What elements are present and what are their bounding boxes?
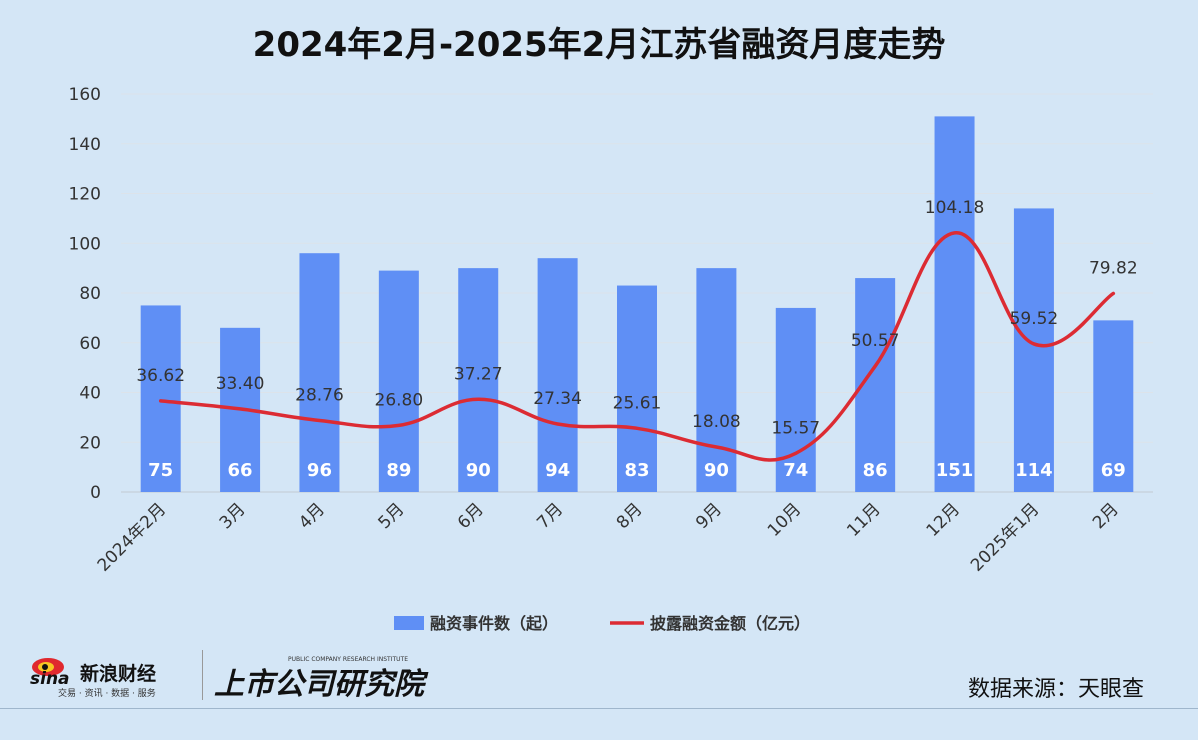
line-data-label: 28.76 <box>295 385 344 405</box>
x-tick-label: 5月 <box>375 499 409 533</box>
x-tick-label: 9月 <box>692 499 726 533</box>
x-tick-label: 11月 <box>843 499 884 540</box>
y-tick-label: 40 <box>79 384 101 404</box>
line-data-label: 27.34 <box>533 389 582 409</box>
x-tick-label: 2024年2月 <box>94 499 170 575</box>
bar <box>537 258 578 492</box>
line-data-label: 33.40 <box>216 374 265 394</box>
bar-data-label: 94 <box>545 460 570 481</box>
line-data-label: 26.80 <box>375 390 424 410</box>
line-data-label: 36.62 <box>136 366 185 386</box>
bar <box>458 268 499 492</box>
footer-divider <box>0 708 1198 709</box>
bar <box>378 270 419 492</box>
bar <box>1013 208 1054 493</box>
legend-label-bar: 融资事件数（起） <box>430 614 558 633</box>
sina-brand: 新浪财经 <box>80 662 156 685</box>
x-axis: 2024年2月 3月 4月 5月 6月 7月 8月 9月 10月 11月 12月 2025年1月 2月 <box>94 499 1123 575</box>
bar <box>775 307 816 492</box>
y-tick-label: 100 <box>69 234 101 254</box>
bar <box>934 116 975 492</box>
y-tick-label: 80 <box>79 284 101 304</box>
bar-data-label: 90 <box>466 460 491 481</box>
x-tick-label: 4月 <box>295 499 329 533</box>
line-data-label: 50.57 <box>851 331 900 351</box>
y-tick-label: 60 <box>79 334 101 354</box>
bar-data-label: 83 <box>624 460 649 481</box>
sina-mark: sina <box>30 669 70 689</box>
line-data-label: 79.82 <box>1089 258 1138 278</box>
y-tick-label: 20 <box>79 433 101 453</box>
data-source: 数据来源：天眼查 <box>968 677 1144 702</box>
x-tick-label: 2月 <box>1089 499 1123 533</box>
y-tick-label: 160 <box>69 85 101 105</box>
bar <box>140 305 181 492</box>
bar <box>696 268 737 492</box>
bar-data-label: 66 <box>228 460 253 481</box>
bar-data-label: 114 <box>1015 460 1053 481</box>
line-data-label: 18.08 <box>692 412 741 432</box>
bar-data-label: 96 <box>307 460 332 481</box>
institute-name: 上市公司研究院 <box>214 667 429 702</box>
institute-en: PUBLIC COMPANY RESEARCH INSTITUTE <box>288 656 408 663</box>
chart-title: 2024年2月-2025年2月江苏省融资月度走势 <box>253 25 946 65</box>
bar <box>1093 320 1134 492</box>
bar-data-label: 90 <box>704 460 729 481</box>
legend: 融资事件数（起） 披露融资金额（亿元） <box>394 614 810 633</box>
bar <box>299 253 340 492</box>
line-data-label: 25.61 <box>613 393 662 413</box>
line-data-label: 15.57 <box>771 418 820 438</box>
bar-data-label: 69 <box>1101 460 1126 481</box>
sina-eye-icon <box>32 658 64 676</box>
line-data-label: 37.27 <box>454 364 503 384</box>
x-tick-label: 2025年1月 <box>967 499 1043 575</box>
line-data-label: 104.18 <box>925 198 984 218</box>
institute-logo: PUBLIC COMPANY RESEARCH INSTITUTE 上市公司研究… <box>214 656 429 702</box>
x-tick-label: 7月 <box>533 499 567 533</box>
bar-data-label: 75 <box>148 460 173 481</box>
line-path <box>158 231 1116 462</box>
sina-finance-logo: sina 新浪财经 交易 · 资讯 · 数据 · 服务 <box>30 658 156 699</box>
y-tick-label: 140 <box>69 135 101 155</box>
bar <box>617 285 657 492</box>
legend-label-line: 披露融资金额（亿元） <box>650 614 810 633</box>
x-tick-label: 12月 <box>923 499 964 540</box>
line-data-label: 59.52 <box>1010 309 1059 329</box>
line-series: 36.62 33.40 28.76 26.80 37.27 27.34 25.61 18.08… <box>136 198 1138 462</box>
bar-data-label: 74 <box>783 460 808 481</box>
logo-divider <box>202 650 203 700</box>
x-tick-label: 3月 <box>216 499 250 533</box>
bar-series: 75 66 96 89 90 94 83 90 74 86 151 114 69 <box>140 116 1134 493</box>
x-tick-label: 6月 <box>454 499 488 533</box>
bar-data-label: 86 <box>863 460 888 481</box>
sina-slogan: 交易 · 资讯 · 数据 · 服务 <box>58 687 156 699</box>
bar-data-label: 89 <box>386 460 411 481</box>
x-tick-label: 8月 <box>613 499 647 533</box>
y-tick-label: 120 <box>69 185 101 205</box>
y-axis: 0 20 40 60 80 100 120 140 160 <box>69 85 101 503</box>
legend-swatch-bar <box>394 616 424 630</box>
bar-data-label: 151 <box>936 460 974 481</box>
x-tick-label: 10月 <box>764 499 805 540</box>
y-tick-label: 0 <box>90 483 101 503</box>
